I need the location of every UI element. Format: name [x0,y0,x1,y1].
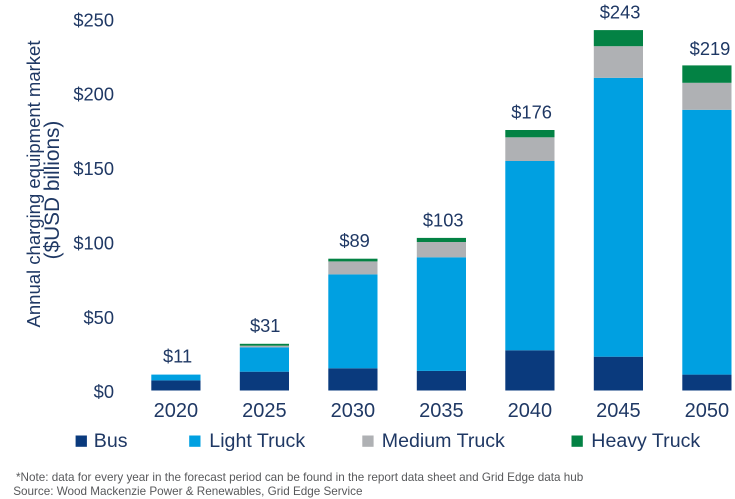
svg-text:2045: 2045 [596,400,641,422]
svg-text:$150: $150 [73,158,114,179]
svg-text:$243: $243 [600,1,641,22]
svg-text:Bus: Bus [94,430,128,452]
svg-text:Light Truck: Light Truck [209,430,305,452]
svg-text:2040: 2040 [508,400,553,422]
svg-text:$219: $219 [690,38,731,59]
svg-text:$11: $11 [163,345,192,366]
svg-text:$89: $89 [339,230,370,251]
svg-text:*Note: data for every year in: *Note: data for every year in the foreca… [16,471,584,484]
svg-text:$100: $100 [73,232,114,253]
svg-text:Annual charging equipment mark: Annual charging equipment market [23,41,44,328]
svg-text:2035: 2035 [419,400,464,422]
svg-text:$176: $176 [511,101,552,122]
svg-text:($USD billions): ($USD billions) [41,121,64,260]
svg-text:$250: $250 [73,9,114,30]
svg-text:2030: 2030 [331,400,376,422]
svg-text:2020: 2020 [154,400,199,422]
svg-text:Source: Wood Mackenzie Power &: Source: Wood Mackenzie Power & Renewable… [13,485,362,498]
svg-text:Heavy Truck: Heavy Truck [591,430,700,452]
svg-text:$50: $50 [83,307,114,328]
svg-text:2050: 2050 [685,400,730,422]
svg-text:Medium Truck: Medium Truck [382,430,505,452]
svg-text:$0: $0 [94,381,114,402]
svg-text:$31: $31 [250,315,281,336]
svg-text:$200: $200 [73,84,114,105]
svg-text:2025: 2025 [242,400,287,422]
svg-text:$103: $103 [423,210,464,231]
